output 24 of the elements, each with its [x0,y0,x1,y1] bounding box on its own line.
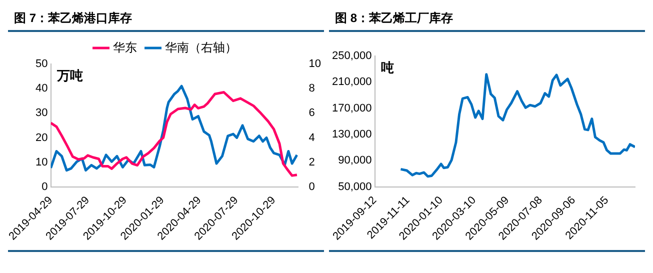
y2-tick-label: 10 [308,58,322,70]
y-tick-label: 250,000 [332,50,372,62]
y-tick-label: 50 [36,58,48,70]
y-tick-label: 50,000 [338,180,372,193]
y2-tick-label: 8 [308,82,315,95]
chart-title: 图 8：苯乙烯工厂库存 [334,10,454,27]
y-tick-label: 20 [36,132,48,144]
y-tick-label: 170,000 [332,102,372,114]
y-tick-label: 210,000 [332,76,372,88]
y2-tick-label: 4 [308,132,315,144]
y-tick-label: 0 [42,180,48,193]
y-tick-label: 40 [36,82,48,95]
y-tick-label: 130,000 [332,128,372,141]
legend-label: 华南（右轴） [165,40,237,54]
y-tick-label: 10 [36,156,48,168]
y2-tick-label: 6 [308,107,315,120]
chart-title: 图 7：苯乙烯港口库存 [13,10,134,27]
y2-tick-label: 2 [308,156,315,168]
y-tick-label: 90,000 [338,154,372,167]
y-axis-title: 吨 [380,60,394,76]
y-tick-label: 30 [36,107,48,120]
legend-label: 华东 [113,40,137,54]
y2-tick-label: 0 [308,180,315,193]
y-axis-title: 万吨 [56,68,83,84]
